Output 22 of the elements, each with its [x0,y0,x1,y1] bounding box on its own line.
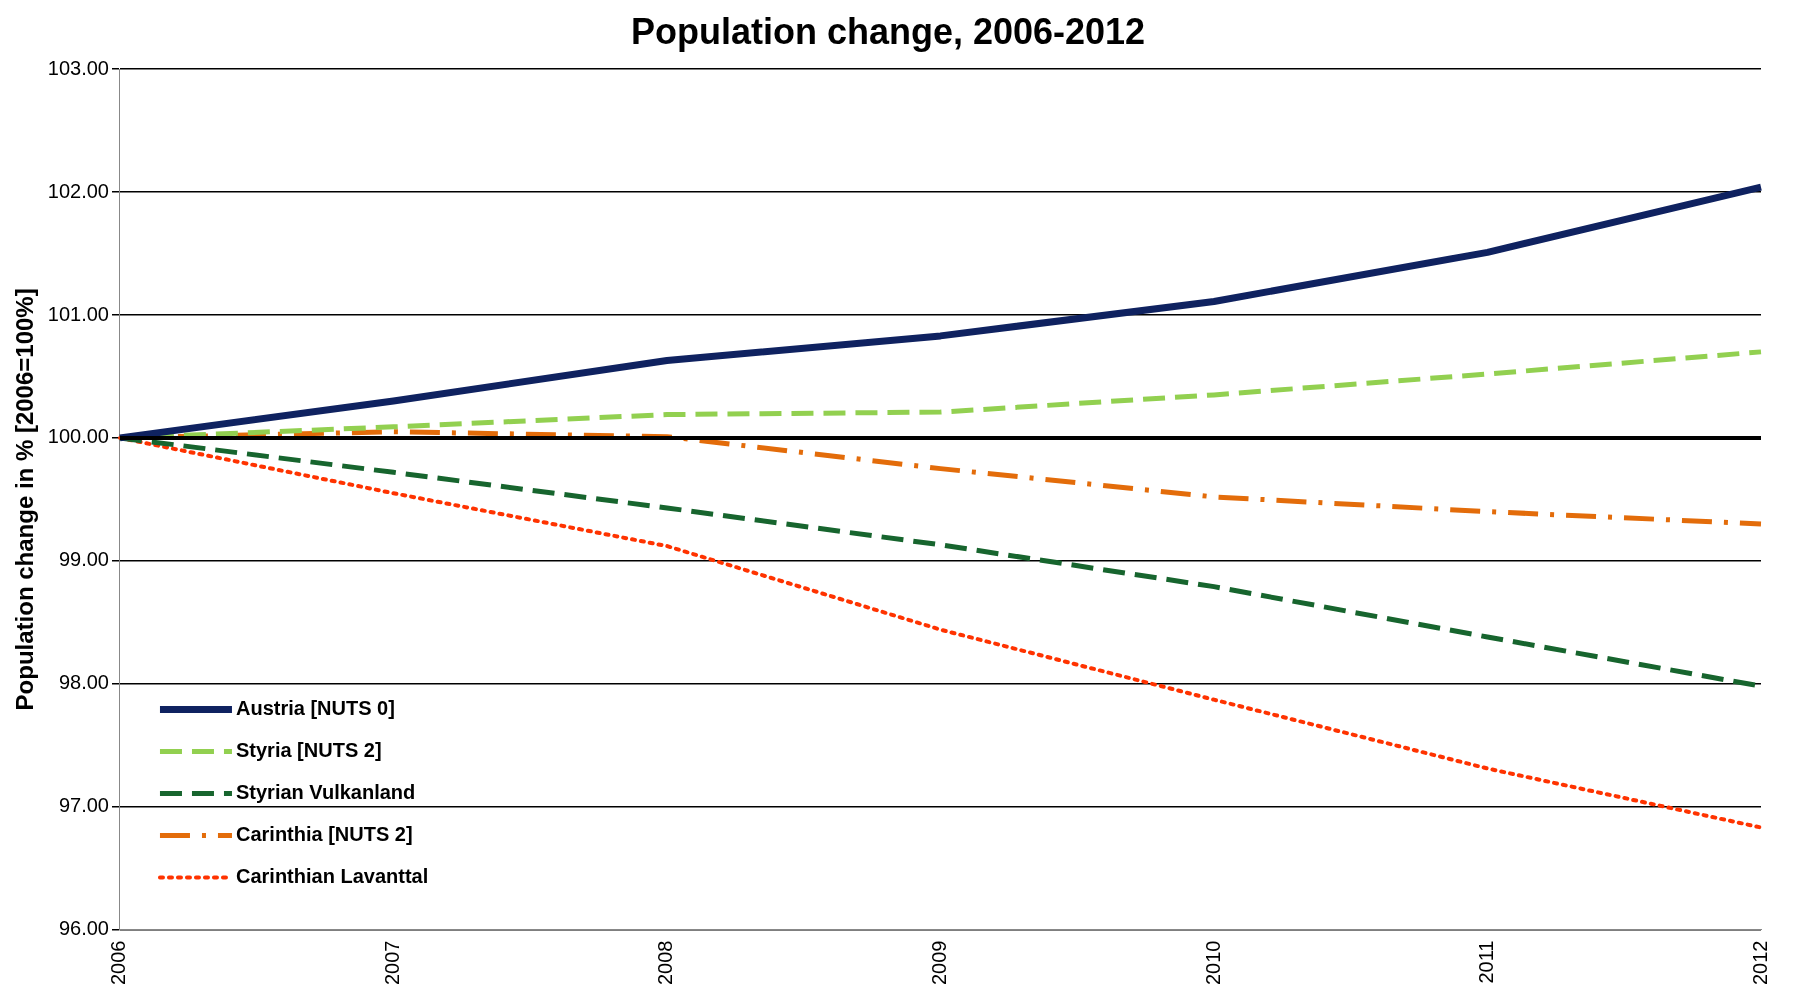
legend-label: Styria [NUTS 2] [235,739,382,762]
x-tick-label: 2007 [380,940,403,986]
legend-label: Styrian Vulkanland [235,781,416,804]
x-tick-label: 2012 [1748,940,1771,986]
y-tick-label: 102.00 [47,179,109,202]
x-tick-label: 2006 [107,940,130,986]
y-tick-label: 99.00 [58,548,109,571]
y-tick-label: 103.00 [47,56,109,79]
y-tick-label: 96.00 [58,917,109,940]
chart-title: Population change, 2006-2012 [630,10,1146,52]
x-tick-label: 2010 [1201,940,1224,986]
legend-label: Carinthian Lavanttal [235,865,429,888]
y-tick-label: 97.00 [58,794,109,817]
y-tick-label: 101.00 [47,302,109,325]
x-tick-label: 2009 [928,940,950,986]
y-tick-label: 98.00 [58,671,109,694]
legend-label: Carinthia [NUTS 2] [235,823,413,846]
y-axis-title: Population change in % [2006=100%] [11,288,39,711]
y-tick-label: 100.00 [47,425,109,448]
legend-label: Austria [NUTS 0] [235,697,395,720]
x-tick-label: 2008 [654,940,677,986]
x-tick-label: 2011 [1475,940,1498,984]
